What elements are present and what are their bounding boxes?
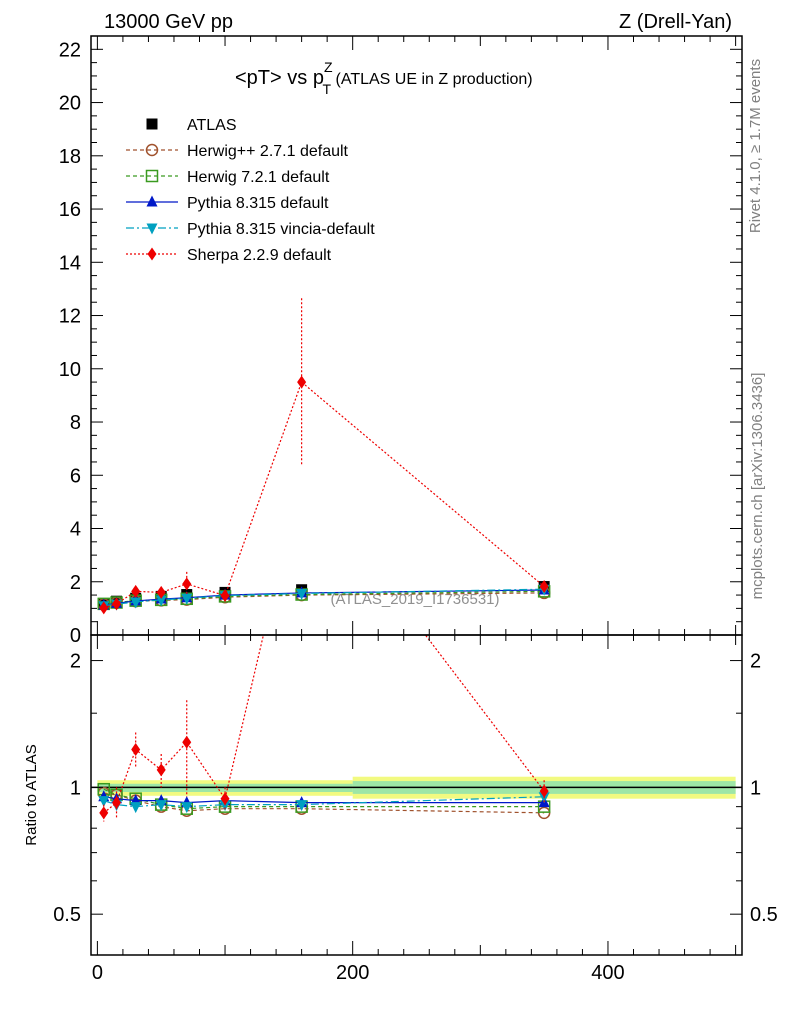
watermark-group: (ATLAS_2019_I1736531) xyxy=(330,591,499,608)
main-ytick-label: 22 xyxy=(59,39,81,61)
pythia-8-315-vincia-default-point xyxy=(181,593,193,605)
title-sup: Z xyxy=(324,59,333,75)
plot-frames xyxy=(90,35,743,956)
sherpa-2-2-9-default-ratio-point xyxy=(539,784,549,798)
sherpa-2-2-9-default-line xyxy=(103,381,545,609)
main-ytick-label: 10 xyxy=(59,359,81,381)
main-ytick-label: 4 xyxy=(70,519,81,541)
header-right: Z (Drell-Yan) xyxy=(619,11,732,33)
ratio-ylabel: Ratio to ATLAS xyxy=(23,744,40,845)
main-ytick-label: 18 xyxy=(59,146,81,168)
legend-marker-pythia-8-315-default xyxy=(146,195,158,207)
legend-label-pythia-8-315-default: Pythia 8.315 default xyxy=(187,195,329,212)
sherpa-2-2-9-default-ratio-point xyxy=(131,743,141,757)
main-ytick-label: 2 xyxy=(70,572,81,594)
ratio-ytick-label: 0.5 xyxy=(53,904,81,926)
legend: ATLAS Herwig++ 2.7.1 default Herwig 7.2.1 … xyxy=(126,117,375,264)
ratio-ytick-label-right: 2 xyxy=(750,651,761,673)
main-ytick-label: 6 xyxy=(70,465,81,487)
sherpa-2-2-9-default-ratio-line xyxy=(103,635,545,814)
legend-marker-sherpa-2-2-9-default xyxy=(147,247,157,261)
pythia-8-315-vincia-default-point xyxy=(296,588,308,600)
main-ytick-label: 0 xyxy=(70,625,81,647)
sherpa-2-2-9-default-point xyxy=(297,375,307,389)
mcplots-label: mcplots.cern.ch [arXiv:1306.3436] xyxy=(749,373,766,600)
xtick-label: 0 xyxy=(92,962,103,984)
legend-marker-pythia-8-315-vincia-default xyxy=(146,223,158,235)
main-ytick-label: 12 xyxy=(59,306,81,328)
xtick-label: 400 xyxy=(591,962,624,984)
ratio-series xyxy=(91,466,742,822)
legend-marker-herwig-7-2-1-default xyxy=(145,169,159,183)
pythia-8-315-vincia-default-point xyxy=(155,595,167,607)
sherpa-2-2-9-default-point xyxy=(182,577,192,591)
sherpa-2-2-9-default-ratio-point xyxy=(99,806,109,820)
main-ytick-label: 20 xyxy=(59,93,81,115)
sherpa-2-2-9-default-ratio-point xyxy=(220,792,230,806)
sherpa-2-2-9-default-ratio-point xyxy=(297,466,306,479)
ratio-ytick-label: 2 xyxy=(70,651,81,673)
ratio-frame xyxy=(90,634,743,956)
legend-label-herwig-2-7-1-default: Herwig++ 2.7.1 default xyxy=(187,143,349,160)
pythia-8-315-vincia-default-ratio-point xyxy=(130,802,142,814)
title-rest: (ATLAS UE in Z production) xyxy=(331,71,533,88)
legend-label-herwig-7-2-1-default: Herwig 7.2.1 default xyxy=(187,169,330,186)
main-series xyxy=(97,298,551,615)
legend-label-sherpa-2-2-9-default: Sherpa 2.2.9 default xyxy=(187,247,332,264)
sherpa-2-2-9-default-point xyxy=(220,589,230,603)
ratio-ytick-label: 1 xyxy=(70,777,81,799)
main-ytick-label: 14 xyxy=(59,252,81,274)
sherpa-2-2-9-default-point xyxy=(112,597,122,611)
main-ytick-label: 8 xyxy=(70,412,81,434)
pythia-8-315-vincia-default-point xyxy=(130,597,142,609)
legend-label-atlas: ATLAS xyxy=(187,117,237,134)
sherpa-2-2-9-default-point xyxy=(131,584,141,598)
pythia-8-315-vincia-default-ratio-point xyxy=(98,796,110,808)
legend-marker-herwig-2-7-1-default xyxy=(145,143,159,157)
analysis-watermark: (ATLAS_2019_I1736531) xyxy=(330,591,499,608)
pythia-8-315-vincia-default-ratio-line xyxy=(103,796,545,808)
title-sub: T xyxy=(323,81,332,97)
legend-label-pythia-8-315-vincia-default: Pythia 8.315 vincia-default xyxy=(187,221,375,238)
sherpa-2-2-9-default-ratio-point xyxy=(112,796,122,810)
chart-title: <pT> vs pZ T (ATLAS UE in Z production) xyxy=(235,59,533,97)
ratio-ytick-label-right: 0.5 xyxy=(750,904,778,926)
sherpa-2-2-9-default-ratio-point xyxy=(156,763,166,777)
title-main: <pT> vs p xyxy=(235,67,324,89)
rivet-label: Rivet 4.1.0, ≥ 1.7M events xyxy=(747,59,764,233)
sherpa-2-2-9-default-ratio-point xyxy=(182,735,192,749)
ratio-ytick-label-right: 1 xyxy=(750,777,761,799)
header-left: 13000 GeV pp xyxy=(104,11,233,33)
pythia-8-315-vincia-default-ratio-point xyxy=(181,802,193,814)
sherpa-2-2-9-default-point xyxy=(99,601,109,615)
legend-marker-atlas xyxy=(146,118,158,130)
sherpa-2-2-9-default-point xyxy=(156,585,166,599)
sherpa-2-2-9-default-point xyxy=(539,580,549,594)
pythia-8-315-vincia-default-ratio-point xyxy=(155,800,167,812)
pythia-8-315-vincia-default-ratio-point xyxy=(219,800,231,812)
main-ytick-label: 16 xyxy=(59,199,81,221)
xtick-label: 200 xyxy=(336,962,369,984)
pythia-8-315-vincia-default-ratio-point xyxy=(296,800,308,812)
